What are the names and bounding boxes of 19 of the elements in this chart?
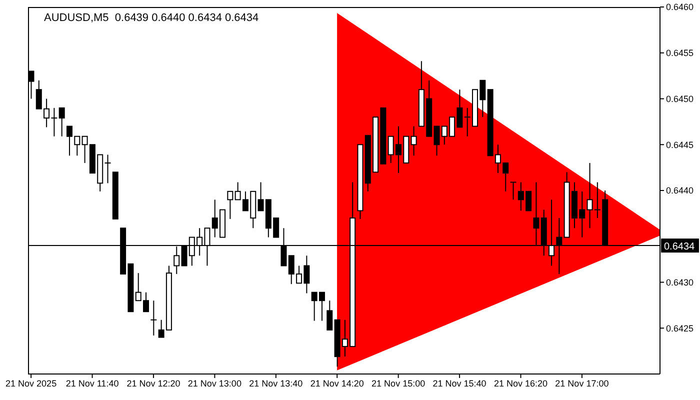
y-tick-label: 0.6450 [666,94,694,104]
y-tick-label: 0.6460 [666,2,694,12]
x-tick-label: 21 Nov 15:40 [432,378,486,388]
ref-line-label: 0.6434 [664,242,696,253]
x-tick-label: 21 Nov 16:20 [494,378,548,388]
x-tick-label: 21 Nov 12:20 [126,378,180,388]
y-tick-label: 0.6455 [666,48,694,58]
x-tick-label: 21 Nov 2025 [6,378,57,388]
x-tick-label: 21 Nov 14:20 [310,378,364,388]
y-tick-label: 0.6425 [666,323,694,334]
text: AUDUSD,M5 0.6439 0.6440 0.6434 0.6434 [44,12,259,24]
x-tick-label: 21 Nov 15:00 [372,378,426,388]
x-tick-label: 21 Nov 17:00 [555,378,609,388]
y-tick-label: 0.6430 [666,277,694,288]
x-tick-label: 21 Nov 13:40 [249,378,303,388]
x-tick-label: 21 Nov 11:40 [66,378,119,388]
y-tick-label: 0.6445 [666,140,694,150]
y-tick-label: 0.6440 [666,186,694,196]
x-tick-label: 21 Nov 13:00 [188,378,242,388]
